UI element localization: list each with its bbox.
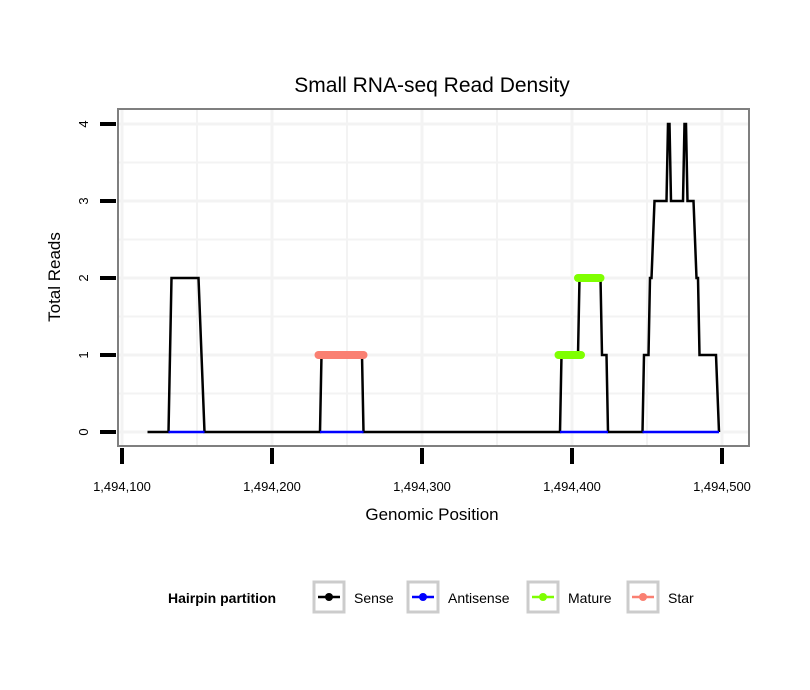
legend-title: Hairpin partition — [168, 590, 276, 606]
legend-label-sense: Sense — [354, 590, 394, 606]
x-tick-label: 1,494,500 — [693, 479, 751, 494]
x-axis: 1,494,100 1,494,200 1,494,300 1,494,400 1,49… — [93, 448, 751, 494]
y-tick-label: 2 — [76, 274, 91, 281]
chart-title: Small RNA-seq Read Density — [294, 74, 570, 97]
x-tick-label: 1,494,300 — [393, 479, 451, 494]
x-tick-label: 1,494,400 — [543, 479, 601, 494]
legend-key-point — [419, 593, 427, 601]
x-tick-label: 1,494,100 — [93, 479, 151, 494]
legend-key-point — [539, 593, 547, 601]
y-tick-label: 4 — [76, 120, 91, 127]
legend: Hairpin partition Sense Antisense Mature St… — [168, 580, 694, 614]
y-tick-label: 3 — [76, 197, 91, 204]
legend-label-antisense: Antisense — [448, 590, 510, 606]
x-tick-label: 1,494,200 — [243, 479, 301, 494]
y-axis: 0 1 2 3 4 — [76, 120, 116, 436]
legend-label-star: Star — [668, 590, 694, 606]
legend-key-point — [639, 593, 647, 601]
legend-label-mature: Mature — [568, 590, 612, 606]
y-axis-title: Total Reads — [45, 232, 64, 322]
x-axis-title: Genomic Position — [365, 505, 498, 524]
y-tick-label: 0 — [76, 428, 91, 435]
legend-key-point — [325, 593, 333, 601]
y-tick-label: 1 — [76, 351, 91, 358]
series-layer — [147, 122, 721, 434]
